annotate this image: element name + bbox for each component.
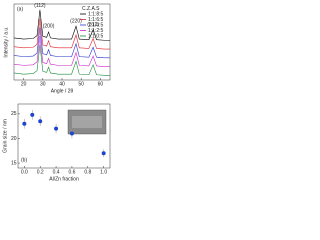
peak-label: (112) (34, 3, 46, 9)
y-axis-label: Intensity / a.u. (3, 26, 9, 57)
x-tick-label: 0.2 (37, 169, 44, 175)
y-tick-label: 15 (11, 160, 17, 166)
x-tick-label: 0.4 (53, 169, 60, 175)
legend-label: 1:1:6:5 (88, 17, 104, 23)
y-tick-label: 25 (11, 111, 17, 117)
x-tick-label: 0.8 (84, 169, 91, 175)
x-tick-label: 30 (40, 81, 46, 87)
panel-label: (b) (21, 157, 27, 163)
point (38, 119, 43, 124)
point (30, 112, 35, 117)
peak-label: (200) (43, 23, 55, 29)
legend-label: 1:1:8:5 (88, 11, 104, 17)
x-axis-label: Al/Zn fraction (49, 176, 79, 182)
x-tick-label: 50 (78, 81, 84, 87)
x-axis-label: Angle / 2θ (51, 88, 74, 94)
figure: 20 30 40 50 60 Angle / 2θ Intensity / a.u. (a) 1… (2, 3, 111, 182)
plot-frame (17, 103, 111, 169)
x-tick-label: 0.0 (21, 169, 28, 175)
peak-label: (312) (87, 22, 99, 28)
panel-label: (a) (17, 6, 23, 12)
point (54, 126, 59, 131)
xrd-line (13, 18, 110, 50)
peak-label: (220) (70, 19, 82, 25)
legend-label: 1:1:0:5 (88, 33, 104, 39)
xrd-line (13, 44, 110, 76)
x-tick-label: 0.6 (68, 169, 75, 175)
xrd-line (13, 36, 110, 67)
point (69, 131, 74, 136)
y-axis-label: Grain size / nm (2, 119, 8, 153)
xrd-line (13, 9, 110, 41)
y-tick-label: 20 (11, 136, 17, 142)
legend-label: 1:1:4:5 (88, 22, 104, 28)
x-tick-label: 40 (59, 81, 65, 87)
point (22, 121, 27, 126)
xrd-line (13, 27, 110, 59)
x-tick-label: 60 (98, 81, 104, 87)
x-tick-label: 1.0 (100, 169, 107, 175)
legend-title: C.Z.A.S (82, 6, 100, 12)
x-tick-label: 20 (21, 81, 27, 87)
legend-label: 1:1:2:5 (88, 28, 104, 34)
point (101, 151, 106, 156)
sem-texture (72, 116, 102, 128)
